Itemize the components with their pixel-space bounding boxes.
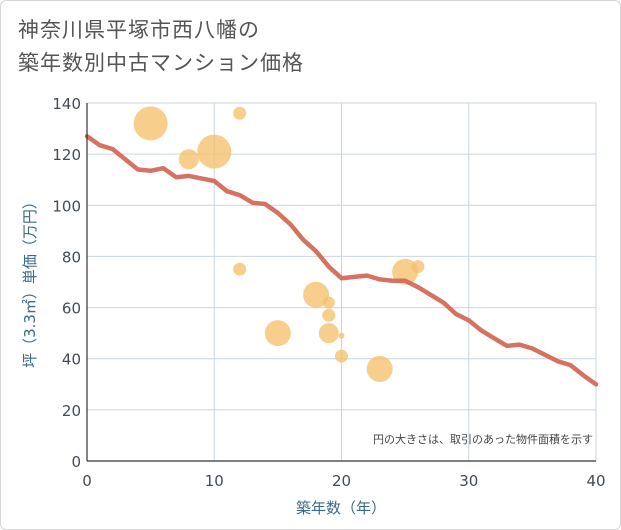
x-tick-label: 10: [205, 472, 224, 490]
data-bubble: [322, 296, 335, 309]
data-bubble: [233, 106, 247, 120]
data-bubble: [366, 355, 393, 382]
data-bubble: [335, 349, 348, 363]
chart-title: 神奈川県平塚市西八幡の 築年数別中古マンション価格: [18, 14, 304, 80]
x-tick-label: 0: [82, 472, 92, 490]
chart-title-line2: 築年数別中古マンション価格: [18, 51, 304, 75]
chart-title-line1: 神奈川県平塚市西八幡の: [18, 18, 260, 42]
y-tick-label: 20: [62, 402, 81, 420]
y-tick-label: 40: [62, 351, 81, 369]
trend-line-layer: [84, 133, 599, 387]
average-price-line: [84, 133, 599, 387]
grid-lines: [87, 103, 596, 461]
data-bubble: [303, 281, 330, 308]
data-bubble: [133, 106, 168, 141]
x-axis-label: 築年数（年）: [296, 499, 386, 517]
x-tick-labels: 0 10 20 30 40: [82, 472, 605, 490]
bubble-layer: [133, 106, 425, 382]
bubble-size-note: 円の大きさは、取引のあった物件面積を示す: [373, 432, 593, 446]
y-tick-labels: 0 20 40 60 80 100 120 140: [52, 95, 81, 471]
axes: [86, 103, 596, 462]
data-bubble: [264, 320, 291, 347]
data-bubble: [338, 332, 345, 339]
y-tick-label: 120: [52, 146, 81, 164]
y-tick-label: 140: [52, 95, 81, 113]
y-tick-label: 80: [62, 248, 81, 266]
data-bubble: [318, 323, 339, 344]
data-bubble: [322, 308, 336, 322]
y-tick-label: 100: [52, 197, 81, 215]
data-bubble: [197, 134, 232, 169]
data-bubble: [233, 262, 247, 276]
y-tick-label: 60: [62, 300, 81, 318]
y-axis-label: 坪（3.3㎡）単価（万円）: [21, 194, 39, 368]
data-bubble: [411, 260, 425, 274]
y-tick-label: 0: [71, 453, 81, 471]
x-tick-label: 30: [459, 472, 478, 490]
x-tick-label: 40: [586, 472, 605, 490]
x-tick-label: 20: [332, 472, 351, 490]
data-bubble: [178, 149, 199, 170]
